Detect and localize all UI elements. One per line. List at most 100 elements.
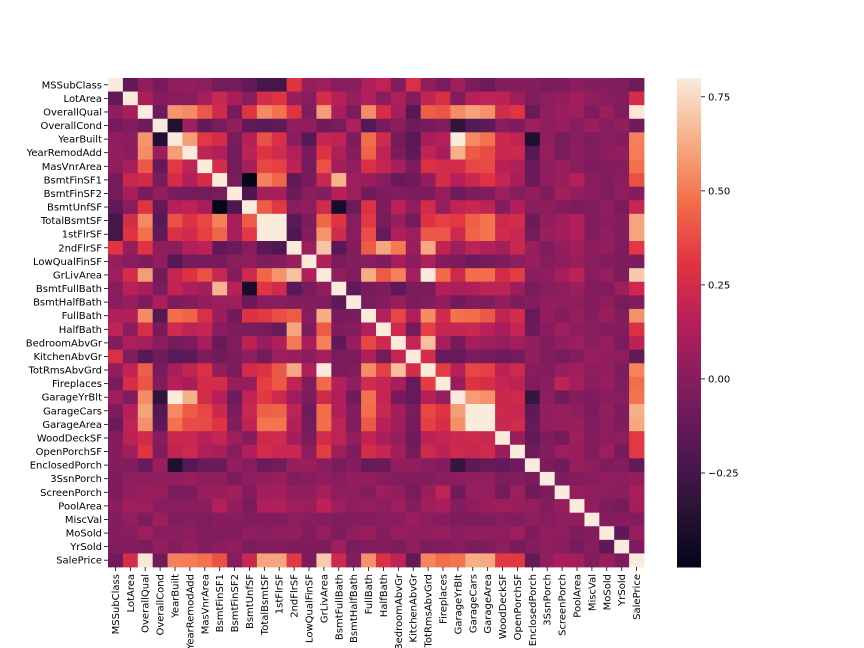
heatmap-cell <box>286 404 302 418</box>
heatmap-cell <box>569 526 585 541</box>
heatmap-cell <box>197 91 213 106</box>
heatmap-cell <box>212 526 228 541</box>
x-tick-label: BedroomAbvGr <box>394 573 405 648</box>
heatmap-cell <box>495 431 511 446</box>
heatmap-cell <box>510 118 526 133</box>
heatmap-cell <box>435 213 451 228</box>
x-tick-label: TotRmsAbvGrd <box>424 574 435 648</box>
colorbar-segment <box>677 241 701 245</box>
colorbar-segment <box>677 234 701 238</box>
heatmap-cell <box>242 159 258 174</box>
heatmap-cell <box>584 132 600 147</box>
y-tick-label: GarageCars <box>43 406 102 417</box>
heatmap-cell <box>108 186 124 201</box>
colorbar-segment <box>677 481 701 485</box>
heatmap-cell <box>629 512 645 527</box>
heatmap-cell <box>331 145 347 160</box>
heatmap-cell <box>569 227 585 242</box>
colorbar-segment <box>677 329 701 333</box>
heatmap-cell <box>271 336 288 351</box>
heatmap-cell <box>376 132 392 147</box>
heatmap-cell <box>227 458 243 473</box>
colorbar-segment <box>677 356 701 360</box>
colorbar-segment <box>677 349 701 353</box>
colorbar-segment <box>677 466 701 470</box>
heatmap-cell <box>614 363 630 378</box>
colorbar-segment <box>677 312 701 316</box>
heatmap-cell <box>301 132 317 147</box>
heatmap-cell <box>480 118 496 133</box>
heatmap-cell <box>271 159 288 174</box>
heatmap-cell <box>435 471 451 486</box>
colorbar-segment <box>677 195 701 199</box>
heatmap-cell <box>614 417 630 432</box>
heatmap-cell <box>495 539 511 554</box>
colorbar-segment <box>677 293 701 297</box>
colorbar-segment <box>677 456 701 460</box>
colorbar-segment <box>677 496 701 500</box>
heatmap-cell <box>584 539 600 554</box>
heatmap-cell <box>450 78 466 92</box>
heatmap-cell <box>629 91 645 106</box>
heatmap-cell <box>539 458 556 473</box>
heatmap-cell <box>256 173 273 188</box>
heatmap-cell <box>569 417 585 432</box>
heatmap-cell <box>122 200 139 215</box>
heatmap-cell <box>614 322 630 337</box>
colorbar-segment <box>677 190 701 194</box>
heatmap-cell <box>614 145 630 160</box>
heatmap-cell <box>361 485 377 500</box>
heatmap-cell <box>435 78 451 92</box>
heatmap-cell <box>584 363 600 378</box>
heatmap-cell <box>554 295 570 310</box>
heatmap-cell <box>331 281 347 296</box>
heatmap-cell <box>197 78 213 92</box>
heatmap-cell <box>450 308 466 323</box>
colorbar-segment <box>677 217 701 221</box>
colorbar-segment <box>677 307 701 311</box>
heatmap-cell <box>242 173 258 188</box>
heatmap-cell <box>286 186 302 201</box>
heatmap-cell <box>286 363 302 378</box>
heatmap-cell <box>629 336 645 351</box>
heatmap-cell <box>465 471 481 486</box>
colorbar-tick-label: −0.25 <box>708 468 739 479</box>
heatmap-cell <box>316 281 332 296</box>
heatmap-cell <box>569 118 585 133</box>
heatmap-cell <box>212 281 228 296</box>
heatmap-cell <box>510 173 526 188</box>
heatmap-cell <box>376 485 392 500</box>
heatmap-cell <box>495 349 511 364</box>
heatmap-cell <box>331 444 347 459</box>
heatmap-cell <box>137 173 154 188</box>
heatmap-cell <box>316 444 332 459</box>
heatmap-cell <box>450 145 466 160</box>
heatmap-cell <box>390 295 407 310</box>
heatmap-cell <box>301 105 317 120</box>
heatmap-cell <box>137 553 154 568</box>
heatmap-cell <box>614 295 630 310</box>
heatmap-cell <box>197 281 213 296</box>
heatmap-cell <box>152 376 168 391</box>
heatmap-cell <box>614 268 630 283</box>
heatmap-cell <box>167 295 183 310</box>
heatmap-cell <box>480 553 496 568</box>
heatmap-cell <box>137 241 154 255</box>
heatmap-cell <box>286 173 302 188</box>
heatmap-cell <box>584 105 600 120</box>
heatmap-cell <box>420 132 436 147</box>
heatmap-cell <box>510 105 526 120</box>
heatmap-cell <box>286 254 302 269</box>
heatmap-cell <box>405 105 422 120</box>
colorbar-segment <box>677 144 701 147</box>
heatmap-cell <box>122 376 139 391</box>
colorbar-segment <box>677 317 701 321</box>
heatmap-cell <box>286 512 302 527</box>
heatmap-cell <box>331 254 347 269</box>
heatmap-cell <box>316 471 332 486</box>
heatmap-cell <box>331 539 347 554</box>
heatmap-cell <box>242 308 258 323</box>
heatmap-cell <box>331 553 347 568</box>
heatmap-cell <box>480 526 496 541</box>
heatmap-cell <box>316 159 332 174</box>
